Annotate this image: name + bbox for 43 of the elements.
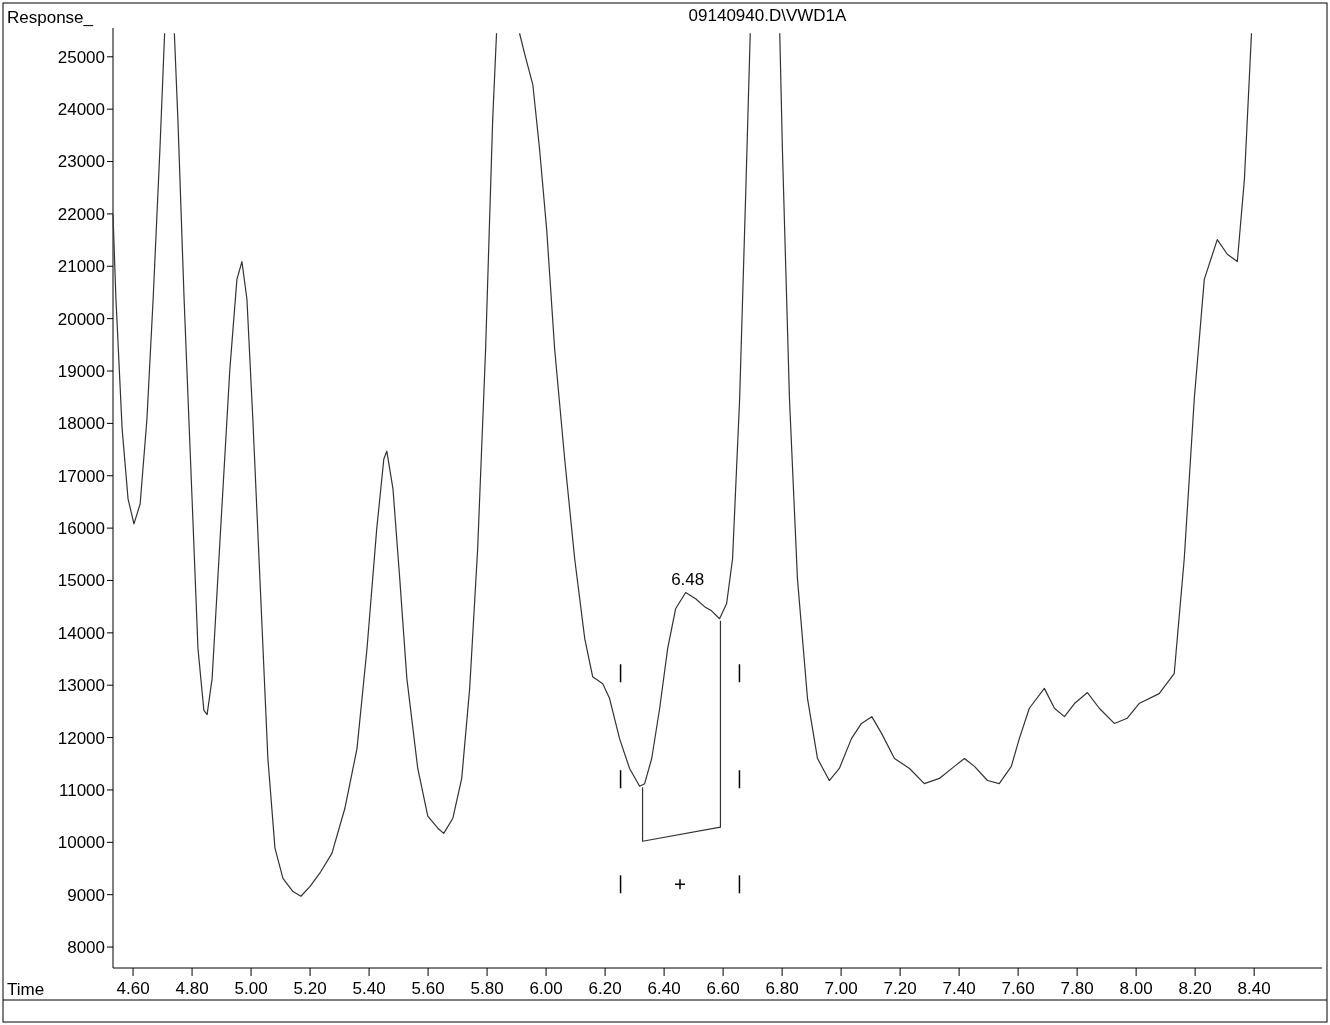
y-tick-label: 18000 <box>57 414 105 434</box>
x-tick-label: 8.00 <box>1119 979 1153 998</box>
y-tick-label: 8000 <box>67 938 105 957</box>
y-tick-label: 9000 <box>67 885 105 905</box>
x-tick-label: 5.40 <box>352 979 386 998</box>
chart-title: 09140940.D\VWD1A <box>688 6 848 25</box>
x-tick-label: 6.20 <box>588 979 622 998</box>
x-tick-label: 6.60 <box>706 979 740 998</box>
y-tick-label: 24000 <box>57 100 105 120</box>
y-tick-label: 14000 <box>57 623 105 643</box>
annotation: 6.48 <box>671 569 705 589</box>
x-tick-label: 7.60 <box>1001 979 1035 998</box>
y-tick-label: 20000 <box>57 309 105 329</box>
y-tick-label: 23000 <box>57 152 105 172</box>
y-tick-label: 10000 <box>57 833 105 853</box>
x-tick-label: 8.40 <box>1237 979 1271 998</box>
y-tick-label: 21000 <box>57 257 105 277</box>
x-tick-label: 7.80 <box>1060 979 1094 998</box>
x-tick-label: 4.80 <box>175 979 209 998</box>
x-tick-label: 5.00 <box>234 979 268 998</box>
x-tick-label: 7.40 <box>942 979 976 998</box>
y-axis-title: Response_ <box>7 8 94 27</box>
line-series <box>641 620 722 842</box>
x-tick-label: 6.40 <box>647 979 681 998</box>
x-tick-label: 5.60 <box>411 979 445 998</box>
x-tick-label: 7.00 <box>824 979 858 998</box>
x-tick-label: 7.20 <box>883 979 917 998</box>
y-tick-label: 15000 <box>57 571 105 591</box>
x-tick-label: 4.60 <box>116 979 150 998</box>
y-tick-label: 17000 <box>57 466 105 486</box>
y-tick-label: 22000 <box>57 204 105 224</box>
y-tick-label: 12000 <box>57 728 105 748</box>
x-tick-label: 6.80 <box>765 979 799 998</box>
y-tick-label: 19000 <box>57 361 105 381</box>
y-tick-label: 13000 <box>57 676 105 696</box>
x-tick-label: 6.00 <box>529 979 563 998</box>
y-tick-label: 11000 <box>58 780 105 800</box>
y-tick-label: 16000 <box>57 519 105 539</box>
y-tick-label: 25000 <box>57 47 105 67</box>
x-tick-label: 5.80 <box>470 979 504 998</box>
x-axis-title: Time <box>7 980 45 999</box>
x-tick-label: 8.20 <box>1178 979 1212 998</box>
x-tick-label: 5.20 <box>293 979 327 998</box>
